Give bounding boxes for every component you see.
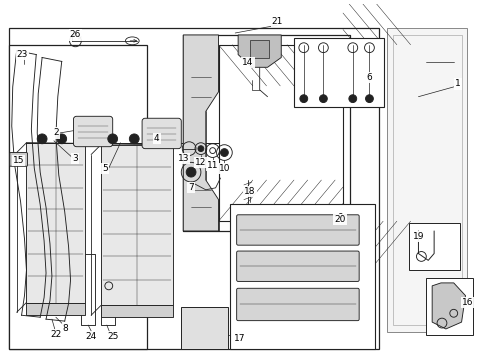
Text: 20: 20 xyxy=(334,215,345,224)
Text: 15: 15 xyxy=(13,156,24,165)
FancyBboxPatch shape xyxy=(236,288,358,321)
Text: 8: 8 xyxy=(62,324,68,333)
FancyBboxPatch shape xyxy=(73,116,112,147)
Polygon shape xyxy=(101,145,173,305)
FancyBboxPatch shape xyxy=(10,153,27,166)
Text: 5: 5 xyxy=(102,164,107,173)
Bar xyxy=(230,203,375,348)
Bar xyxy=(386,28,467,332)
Text: 19: 19 xyxy=(412,232,423,241)
Text: 13: 13 xyxy=(177,154,189,163)
Text: 22: 22 xyxy=(50,330,61,339)
Polygon shape xyxy=(101,305,173,317)
Circle shape xyxy=(186,167,196,177)
Text: 3: 3 xyxy=(72,154,78,163)
Bar xyxy=(426,278,472,335)
Text: 6: 6 xyxy=(366,73,371,82)
Polygon shape xyxy=(26,302,85,315)
Circle shape xyxy=(348,95,356,103)
Circle shape xyxy=(57,134,66,144)
Text: 12: 12 xyxy=(195,158,206,167)
FancyBboxPatch shape xyxy=(236,215,358,245)
Circle shape xyxy=(299,95,307,103)
Text: 23: 23 xyxy=(17,50,28,59)
Text: 21: 21 xyxy=(271,17,283,26)
FancyBboxPatch shape xyxy=(142,118,181,149)
Circle shape xyxy=(129,134,139,144)
Text: 18: 18 xyxy=(244,187,255,196)
Bar xyxy=(9,28,379,348)
Polygon shape xyxy=(183,35,218,231)
Text: 26: 26 xyxy=(70,31,81,40)
Text: 24: 24 xyxy=(85,332,97,341)
FancyBboxPatch shape xyxy=(236,251,358,282)
Polygon shape xyxy=(431,283,465,329)
Circle shape xyxy=(37,134,47,144)
Circle shape xyxy=(220,149,228,157)
Text: 1: 1 xyxy=(454,80,460,89)
Circle shape xyxy=(107,134,117,144)
Text: 2: 2 xyxy=(53,129,59,138)
Polygon shape xyxy=(26,143,85,302)
Text: 7: 7 xyxy=(188,183,194,192)
Bar xyxy=(249,40,269,58)
Text: 17: 17 xyxy=(234,334,245,343)
Text: 4: 4 xyxy=(154,134,159,143)
Bar xyxy=(181,307,228,348)
Text: 9: 9 xyxy=(337,213,342,222)
Bar xyxy=(392,35,461,325)
Bar xyxy=(293,38,384,107)
Text: 10: 10 xyxy=(218,164,230,173)
Text: 16: 16 xyxy=(461,298,472,307)
Text: 25: 25 xyxy=(107,332,118,341)
Polygon shape xyxy=(238,35,281,67)
Circle shape xyxy=(198,146,203,152)
Text: 14: 14 xyxy=(242,58,253,67)
Text: 11: 11 xyxy=(206,161,218,170)
Bar xyxy=(408,223,459,270)
Bar xyxy=(218,45,342,221)
Circle shape xyxy=(365,95,373,103)
Circle shape xyxy=(319,95,326,103)
Bar xyxy=(9,45,147,348)
